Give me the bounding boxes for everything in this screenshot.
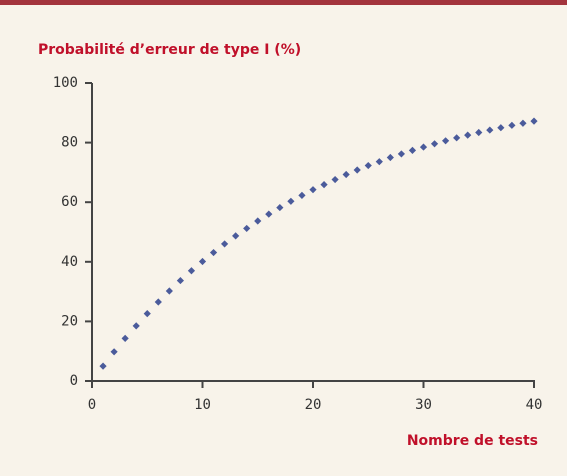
x-tick-label: 10	[194, 397, 211, 413]
point	[254, 217, 262, 225]
point	[143, 310, 151, 318]
point	[198, 257, 207, 266]
point	[497, 124, 505, 132]
y-tick-label: 0	[70, 373, 78, 389]
point	[154, 298, 162, 306]
point	[397, 150, 405, 158]
x-tick-label: 0	[88, 397, 96, 413]
point	[176, 276, 184, 285]
point	[364, 161, 372, 170]
point	[464, 131, 472, 139]
point	[309, 186, 317, 194]
point	[99, 362, 107, 370]
point	[209, 248, 218, 257]
point	[276, 203, 284, 212]
y-tick-label: 60	[61, 194, 78, 210]
point	[408, 146, 417, 154]
point	[419, 143, 428, 151]
point	[442, 137, 450, 145]
point	[265, 210, 273, 218]
y-tick-label: 20	[61, 313, 78, 329]
point	[475, 128, 483, 137]
chart-title: Probabilité d’erreur de type I (%)	[38, 42, 301, 58]
y-tick-label: 100	[53, 75, 78, 91]
point	[287, 197, 295, 205]
point	[430, 140, 439, 148]
x-tick-label: 30	[415, 397, 432, 413]
point	[386, 153, 394, 162]
y-tick-label: 80	[61, 135, 78, 151]
point	[519, 119, 527, 127]
point	[508, 121, 516, 129]
point	[486, 126, 494, 134]
point	[165, 287, 173, 295]
point	[243, 224, 251, 233]
x-tick-label: 40	[526, 397, 543, 413]
y-tick-label: 40	[61, 254, 78, 270]
point	[353, 166, 361, 174]
x-axis-label: Nombre de tests	[407, 433, 538, 449]
point	[232, 232, 240, 240]
point	[121, 334, 129, 342]
point	[110, 348, 118, 356]
point	[187, 267, 196, 275]
point	[530, 117, 538, 125]
point	[320, 181, 328, 189]
point	[298, 191, 306, 199]
point	[375, 158, 383, 166]
point	[221, 240, 229, 248]
x-tick-label: 20	[305, 397, 322, 413]
top-bar	[0, 0, 567, 5]
point	[331, 175, 339, 184]
point	[453, 134, 461, 142]
point	[132, 322, 140, 330]
point	[342, 170, 350, 179]
